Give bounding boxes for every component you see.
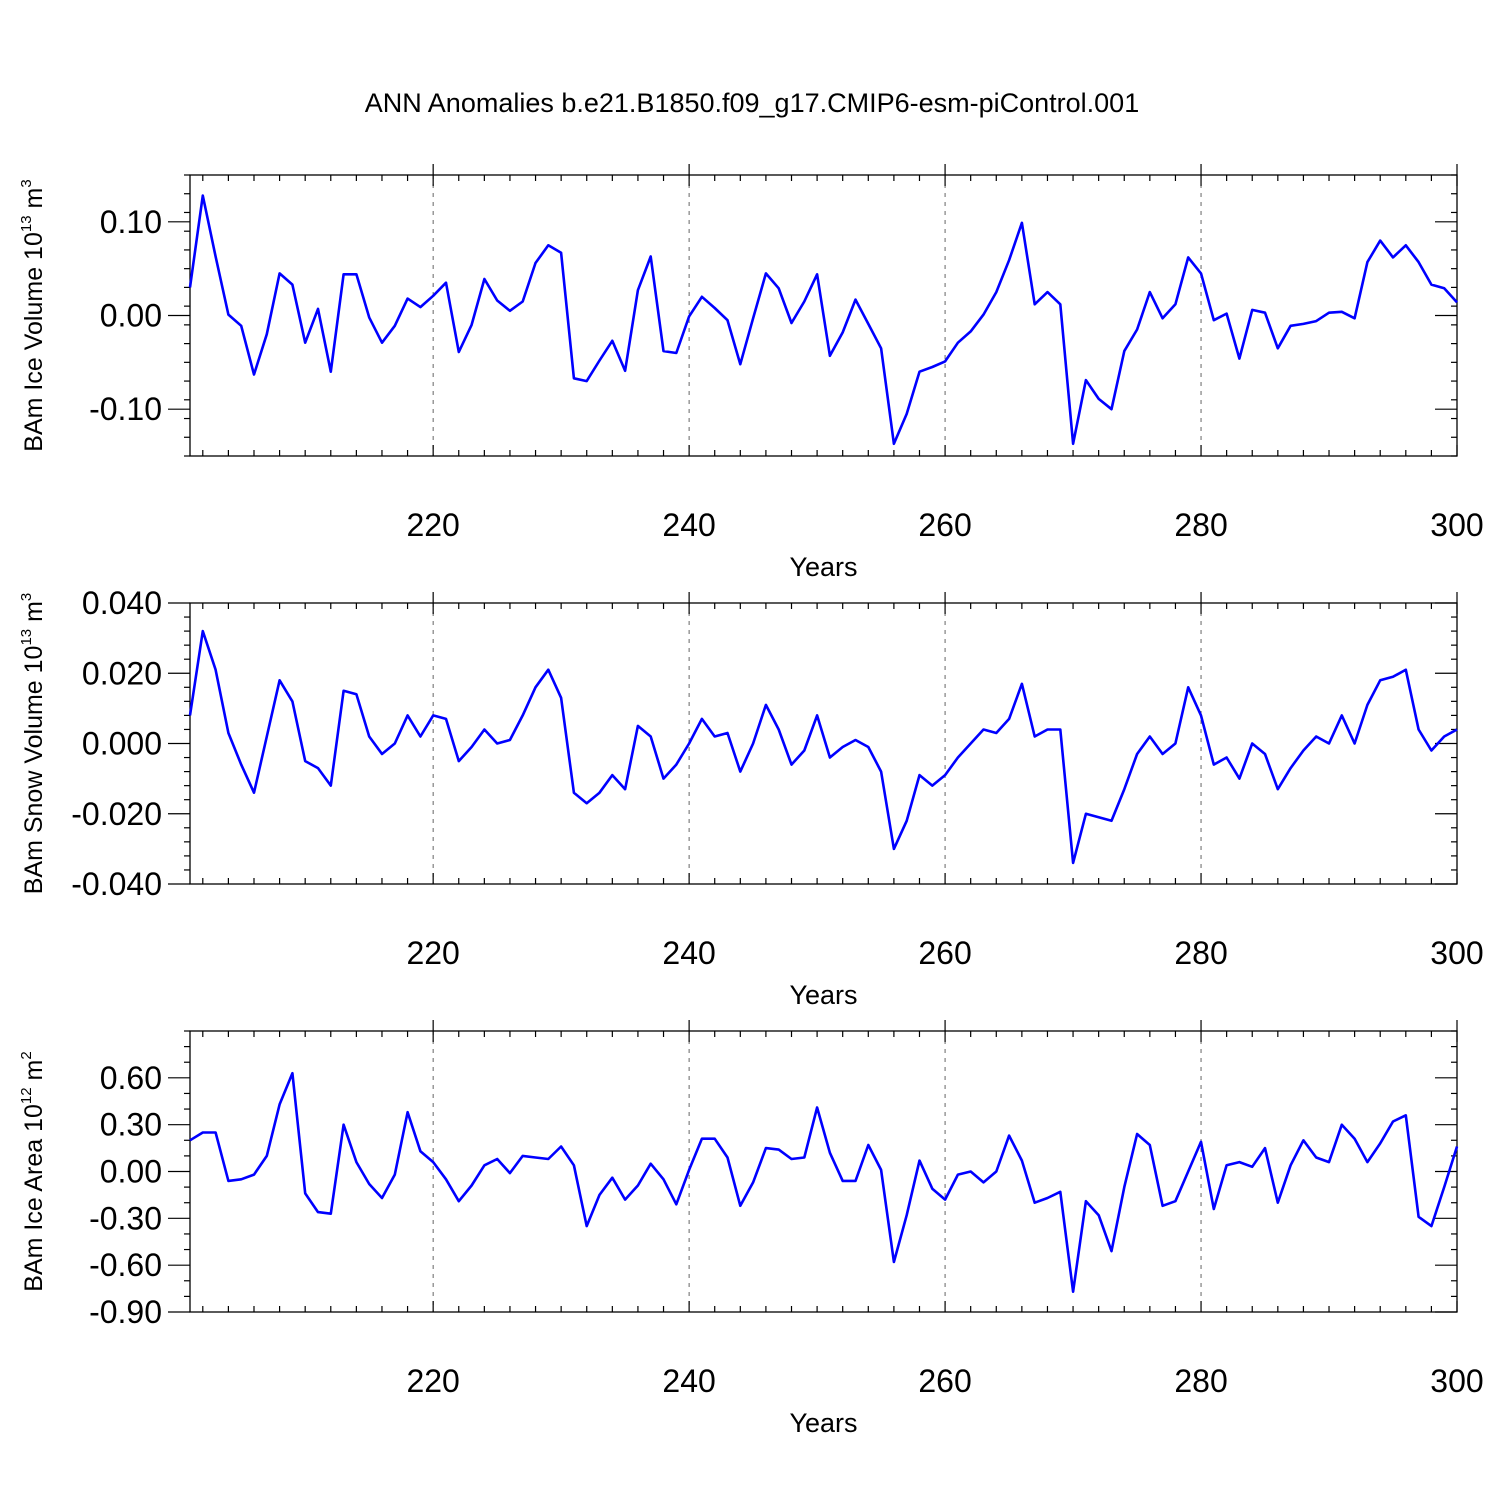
y-tick-label: 0.00: [100, 1154, 162, 1190]
x-tick-label: 300: [1430, 1363, 1483, 1399]
y-axis-label-exponent: 13: [18, 629, 35, 646]
x-tick-label: 260: [918, 935, 971, 971]
y-axis-label-main: BAm Snow Volume 10: [20, 646, 48, 895]
x-tick-label: 240: [662, 1363, 715, 1399]
x-tick-label: 280: [1174, 1363, 1227, 1399]
y-axis-label-unit-exponent: 2: [18, 1051, 35, 1059]
y-tick-label: -0.60: [89, 1247, 162, 1283]
y-tick-label: -0.10: [89, 391, 162, 427]
plot-frame: [189, 1030, 1458, 1313]
x-axis-label: Years: [789, 980, 857, 1010]
x-tick-label: 260: [918, 507, 971, 543]
panel-snow-volume: 220 240 260 280 300 Years -0.040 -0.020 0.000 0.0…: [18, 585, 1484, 1010]
y-tick-label: -0.020: [71, 796, 162, 832]
y-axis-label: BAm Snow Volume 1013 m3: [18, 593, 48, 895]
x-tick-label: 240: [662, 507, 715, 543]
x-tick-label: 220: [406, 1363, 459, 1399]
x-axis-label: Years: [789, 1408, 857, 1438]
series-line: [188, 629, 1458, 865]
y-axis-label-main: BAm Ice Area 10: [20, 1104, 48, 1292]
y-tick-label: 0.00: [100, 298, 162, 334]
y-tick-label: -0.040: [71, 866, 162, 902]
x-tick-label: 280: [1174, 507, 1227, 543]
x-tick-label: 280: [1174, 935, 1227, 971]
y-axis-label-main: BAm Ice Volume 10: [20, 232, 48, 452]
y-tick-label: -0.30: [89, 1200, 162, 1236]
y-tick-label: 0.000: [82, 726, 162, 762]
x-tick-label: 220: [406, 935, 459, 971]
panel-ice-area: 220 240 260 280 300 Years -0.90 -0.60 -0.30 0.00 0…: [18, 1020, 1484, 1438]
x-tick-label: 300: [1430, 935, 1483, 971]
x-tick-label: 240: [662, 935, 715, 971]
y-tick-label: 0.30: [100, 1107, 162, 1143]
y-axis-label: BAm Ice Volume 1013 m3: [18, 179, 48, 451]
series-line: [189, 1071, 1459, 1293]
y-tick-label: -0.90: [89, 1294, 162, 1330]
x-tick-label: 220: [406, 507, 459, 543]
x-tick-label: 300: [1430, 507, 1483, 543]
series-line: [188, 194, 1458, 446]
panel-ice-volume: 220 240 260 280 300 Years -0.10 0.00 0.10 BAm Ice…: [18, 164, 1484, 582]
y-axis-label-unit-exponent: 3: [18, 593, 35, 601]
y-axis-label: BAm Ice Area 1012 m2: [18, 1051, 48, 1291]
x-tick-label: 260: [918, 1363, 971, 1399]
y-axis-label-unit-exponent: 3: [18, 179, 35, 187]
y-axis-label-exponent: 12: [18, 1087, 35, 1104]
y-tick-label: 0.020: [82, 655, 162, 691]
chart-title: ANN Anomalies b.e21.B1850.f09_g17.CMIP6-…: [365, 88, 1139, 118]
y-tick-label: 0.60: [100, 1060, 162, 1096]
y-axis-label-unit: m: [20, 1060, 48, 1088]
plot-frame: [189, 602, 1458, 885]
x-axis-label: Years: [789, 552, 857, 582]
y-tick-label: 0.10: [100, 204, 162, 240]
y-axis-label-exponent: 13: [18, 215, 35, 232]
y-tick-label: 0.040: [82, 585, 162, 621]
y-axis-label-unit: m: [20, 188, 48, 216]
y-axis-label-unit: m: [20, 601, 48, 629]
